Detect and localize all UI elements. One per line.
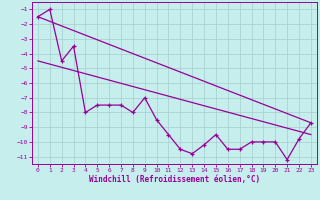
X-axis label: Windchill (Refroidissement éolien,°C): Windchill (Refroidissement éolien,°C) <box>89 175 260 184</box>
